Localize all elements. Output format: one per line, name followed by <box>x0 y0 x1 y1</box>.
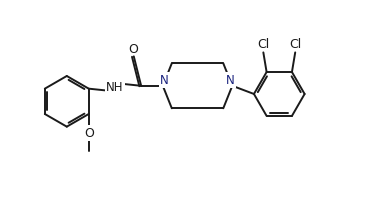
Text: Cl: Cl <box>257 38 269 51</box>
Text: N: N <box>226 74 235 87</box>
Text: NH: NH <box>106 81 124 94</box>
Text: O: O <box>128 42 138 56</box>
Text: Cl: Cl <box>289 38 301 51</box>
Text: N: N <box>160 74 169 87</box>
Text: O: O <box>84 127 94 140</box>
